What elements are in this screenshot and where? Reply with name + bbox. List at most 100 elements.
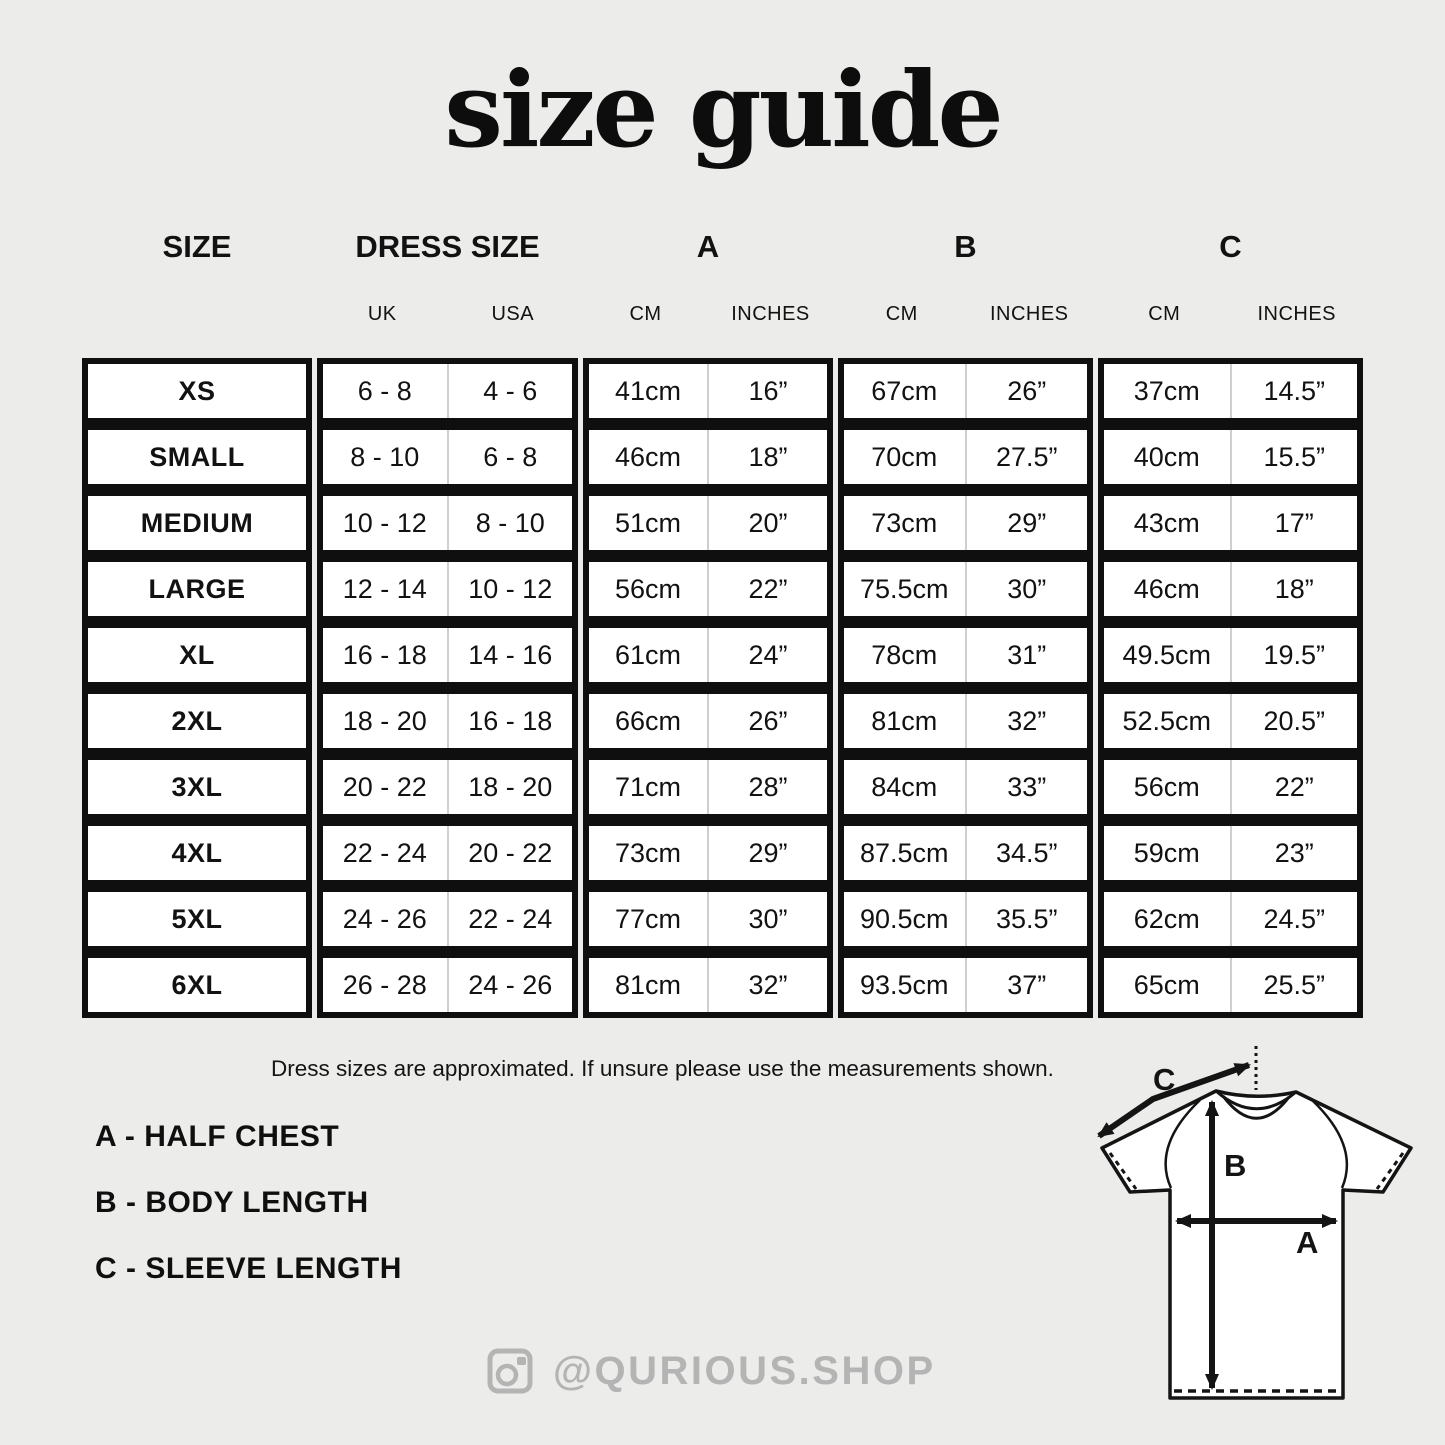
body-length-cell: 93.5cm 37” xyxy=(838,952,1093,1018)
size-row-label: MEDIUM xyxy=(82,490,312,556)
sleeve-length-cell: 56cm 22” xyxy=(1098,754,1363,820)
inches-value: 29” xyxy=(964,496,1088,550)
cm-value: 52.5cm xyxy=(1122,705,1212,736)
subheader-c-inches: INCHES xyxy=(1257,302,1337,325)
cm-value: 46cm xyxy=(1133,573,1200,604)
cm-value: 78cm xyxy=(871,639,938,670)
uk-value: 18 - 20 xyxy=(342,705,427,736)
size-row-label: 3XL xyxy=(82,754,312,820)
cm-value: 90.5cm xyxy=(859,903,949,934)
sleeve-length-cell: 65cm 25.5” xyxy=(1098,952,1363,1018)
inches-value: 18” xyxy=(707,430,827,484)
inches-value: 14.5” xyxy=(1229,364,1358,418)
cm-value: 81cm xyxy=(871,705,938,736)
subheader-b-inches: INCHES xyxy=(989,302,1069,325)
cm-value: 49.5cm xyxy=(1122,639,1212,670)
subheader-spacer xyxy=(82,298,312,330)
inches-value: 23” xyxy=(1229,826,1358,880)
right-cuff-stitch xyxy=(1375,1152,1405,1190)
header-dress-size: DRESS SIZE xyxy=(355,229,540,264)
half-chest-cell: 77cm 30” xyxy=(583,886,833,952)
size-row-label: 6XL xyxy=(82,952,312,1018)
dress-size-cell: 16 - 18 14 - 16 xyxy=(317,622,578,688)
instagram-handle-row: @QURIOUS.SHOP xyxy=(487,1348,936,1394)
uk-value: 24 - 26 xyxy=(342,903,427,934)
dress-size-cell: 24 - 26 22 - 24 xyxy=(317,886,578,952)
dress-size-cell: 10 - 12 8 - 10 xyxy=(317,490,578,556)
uk-value: 6 - 8 xyxy=(357,375,412,406)
uk-value: 10 - 12 xyxy=(342,507,427,538)
inches-value: 16” xyxy=(707,364,827,418)
sleeve-length-cell: 49.5cm 19.5” xyxy=(1098,622,1363,688)
inches-value: 30” xyxy=(964,562,1088,616)
uk-value: 12 - 14 xyxy=(342,573,427,604)
size-row-label: 2XL xyxy=(82,688,312,754)
cm-value: 56cm xyxy=(614,573,682,604)
subheader-a-inches: INCHES xyxy=(731,302,810,325)
uk-value: 20 - 22 xyxy=(342,771,427,802)
subheader-b: CM INCHES xyxy=(838,298,1093,330)
inches-value: 22” xyxy=(1229,760,1358,814)
header-c: C xyxy=(1219,229,1242,264)
size-table: XS 6 - 8 4 - 6 41cm 16” 67cm 26” 37cm 14… xyxy=(82,358,1363,1018)
usa-value: 6 - 8 xyxy=(446,430,573,484)
inches-value: 19.5” xyxy=(1229,628,1358,682)
inches-value: 24” xyxy=(707,628,827,682)
body-length-cell: 78cm 31” xyxy=(838,622,1093,688)
inches-value: 20.5” xyxy=(1229,694,1358,748)
inches-value: 31” xyxy=(964,628,1088,682)
inches-value: 24.5” xyxy=(1229,892,1358,946)
sleeve-length-cell: 46cm 18” xyxy=(1098,556,1363,622)
inches-value: 34.5” xyxy=(964,826,1088,880)
usa-value: 20 - 22 xyxy=(446,826,573,880)
cm-value: 81cm xyxy=(614,969,682,1000)
inches-value: 28” xyxy=(707,760,827,814)
size-row-label: XL xyxy=(82,622,312,688)
cm-value: 75.5cm xyxy=(859,573,949,604)
uk-value: 22 - 24 xyxy=(342,837,427,868)
inches-value: 37” xyxy=(964,958,1088,1012)
half-chest-cell: 41cm 16” xyxy=(583,358,833,424)
cm-value: 41cm xyxy=(614,375,682,406)
measurement-legend: A - HALF CHEST B - BODY LENGTH C - SLEEV… xyxy=(95,1120,402,1318)
dress-size-cell: 20 - 22 18 - 20 xyxy=(317,754,578,820)
inches-value: 29” xyxy=(707,826,827,880)
usa-value: 10 - 12 xyxy=(446,562,573,616)
table-group-headers: SIZE DRESS SIZE A B C xyxy=(82,226,1363,268)
cm-value: 73cm xyxy=(614,837,682,868)
half-chest-cell: 51cm 20” xyxy=(583,490,833,556)
legend-item-half-chest: A - HALF CHEST xyxy=(95,1120,340,1153)
dress-size-cell: 8 - 10 6 - 8 xyxy=(317,424,578,490)
usa-value: 14 - 16 xyxy=(446,628,573,682)
subheader-usa: USA xyxy=(491,302,535,325)
right-sleeve-seam xyxy=(1311,1099,1349,1189)
diagram-label-b: B xyxy=(1224,1148,1246,1183)
uk-value: 26 - 28 xyxy=(342,969,427,1000)
cm-value: 46cm xyxy=(614,441,682,472)
inches-value: 27.5” xyxy=(964,430,1088,484)
inches-value: 18” xyxy=(1229,562,1358,616)
cm-value: 84cm xyxy=(871,771,938,802)
tshirt-measurement-diagram: C B A xyxy=(1097,1046,1413,1400)
instagram-icon xyxy=(487,1348,533,1394)
inches-value: 17” xyxy=(1229,496,1358,550)
usa-value: 4 - 6 xyxy=(446,364,573,418)
cm-value: 70cm xyxy=(871,441,938,472)
diagram-label-a: A xyxy=(1296,1225,1318,1260)
size-row-label: XS xyxy=(82,358,312,424)
size-row-label: SMALL xyxy=(82,424,312,490)
subheader-c-cm: CM xyxy=(1148,302,1181,325)
body-length-cell: 90.5cm 35.5” xyxy=(838,886,1093,952)
body-length-cell: 70cm 27.5” xyxy=(838,424,1093,490)
cm-value: 62cm xyxy=(1133,903,1200,934)
dress-size-cell: 18 - 20 16 - 18 xyxy=(317,688,578,754)
inches-value: 32” xyxy=(964,694,1088,748)
table-sub-headers: UK USA CM INCHES CM INCHES CM INCHES xyxy=(82,298,1363,330)
body-length-cell: 73cm 29” xyxy=(838,490,1093,556)
instagram-handle: @QURIOUS.SHOP xyxy=(553,1348,936,1393)
sleeve-length-arrow xyxy=(1097,1062,1251,1139)
cm-value: 61cm xyxy=(614,639,682,670)
subheader-b-cm: CM xyxy=(885,302,918,325)
tshirt-outline xyxy=(1100,1089,1413,1400)
inches-value: 35.5” xyxy=(964,892,1088,946)
